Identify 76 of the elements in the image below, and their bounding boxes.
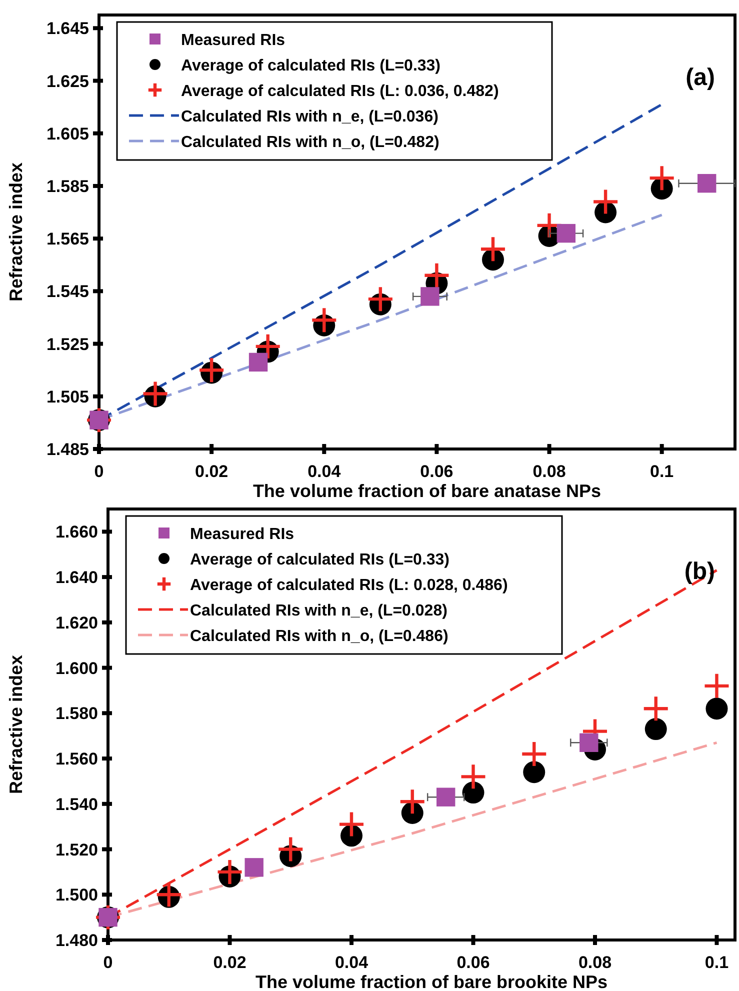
point: [698, 174, 716, 193]
legend-label: Measured RIs: [181, 32, 286, 49]
y-tick-label: 1.560: [55, 750, 98, 769]
x-tick-label: 0.04: [308, 462, 342, 481]
y-tick-label: 1.625: [46, 72, 89, 91]
point: [462, 782, 484, 804]
point: [436, 788, 456, 806]
legend-label: Measured RIs: [190, 526, 294, 543]
point: [368, 287, 392, 312]
y-tick-label: 1.605: [46, 124, 89, 144]
x-tick-label: 0.1: [650, 462, 674, 481]
point: [523, 761, 546, 784]
legend-label: Average of calculated RIs (L: 0.028, 0.486): [190, 577, 508, 594]
legend-label: Average of calculated RIs (L=0.33): [181, 58, 441, 74]
y-tick-label: 1.520: [55, 840, 98, 860]
x-axis-title: The volume fraction of bare brookite NPs: [255, 972, 608, 991]
point: [248, 352, 268, 372]
legend-label: Calculated RIs with n_e, (L=0.028): [190, 602, 448, 620]
y-tick-label: 1.485: [46, 440, 89, 459]
y-tick-label: 1.620: [55, 613, 98, 632]
y-tick-label: 1.480: [55, 931, 98, 950]
y-tick-label: 1.545: [46, 282, 89, 302]
y-tick-label: 1.525: [46, 334, 89, 354]
x-axis-title: The volume fraction of bare anatase NPs: [252, 481, 602, 501]
legend-label: Calculated RIs with n_o, (L=0.482): [181, 134, 440, 151]
y-tick-label: 1.660: [55, 522, 98, 542]
legend-label: Calculated RIs with n_e, (L=0.036): [181, 108, 438, 126]
x-tick-label: 0.06: [456, 953, 490, 972]
point: [580, 733, 598, 752]
point: [706, 698, 728, 720]
point: [522, 742, 546, 766]
point: [704, 674, 729, 698]
point: [556, 224, 576, 243]
point: [650, 166, 674, 190]
legend-label: Average of calculated RIs (L: 0.036, 0.482): [181, 83, 499, 100]
x-tick-label: 0: [103, 953, 113, 972]
y-tick-label: 1.565: [46, 230, 89, 249]
x-tick-label: 0.1: [704, 953, 729, 972]
annotation: (b): [684, 558, 715, 585]
point: [461, 764, 486, 789]
point: [644, 696, 668, 721]
x-tick-label: 0.06: [420, 462, 454, 481]
y-axis-title: Refractive index: [6, 162, 26, 302]
y-tick-label: 1.540: [55, 794, 98, 814]
legend-label: Calculated RIs with n_o, (L=0.486): [190, 628, 448, 645]
point: [594, 190, 618, 214]
y-tick-label: 1.585: [46, 176, 89, 196]
point: [400, 790, 424, 814]
x-tick-label: 0.02: [195, 462, 228, 481]
x-tick-label: 0: [94, 462, 104, 481]
y-tick-label: 1.645: [46, 19, 89, 38]
point: [218, 860, 242, 884]
point: [401, 802, 424, 824]
point: [420, 287, 440, 306]
x-tick-label: 0.08: [532, 462, 566, 481]
annotation: (a): [686, 64, 715, 91]
y-tick-label: 1.600: [55, 658, 98, 678]
point: [480, 237, 505, 262]
point: [278, 837, 303, 862]
point: [200, 358, 224, 382]
point: [256, 334, 280, 358]
y-tick-label: 1.640: [55, 568, 98, 588]
point: [244, 858, 264, 877]
y-tick-label: 1.580: [55, 704, 98, 724]
y-tick-label: 1.500: [55, 886, 98, 905]
point: [424, 263, 449, 288]
y-axis-title: Refractive index: [6, 654, 26, 794]
point: [312, 308, 336, 332]
y-tick-label: 1.505: [46, 387, 89, 406]
legend-label: Average of calculated RIs (L=0.33): [190, 552, 450, 568]
point: [339, 812, 364, 836]
x-tick-label: 0.04: [334, 953, 369, 972]
point: [143, 382, 168, 406]
x-tick-label: 0.08: [578, 953, 612, 972]
point: [644, 718, 667, 740]
x-tick-label: 0.02: [213, 953, 246, 972]
